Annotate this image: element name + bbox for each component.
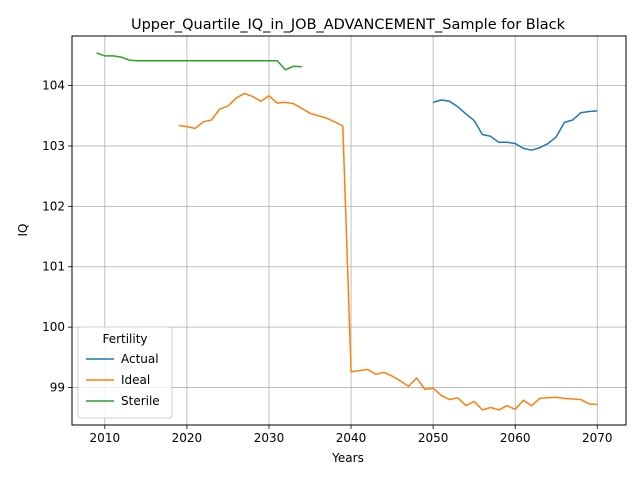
series-layer <box>96 52 598 411</box>
y-tick-label: 101 <box>42 260 65 274</box>
legend-label-sterile: Sterile <box>121 394 160 408</box>
series-line-actual <box>432 99 598 151</box>
x-tick-label: 2040 <box>336 431 367 445</box>
y-tick-label: 104 <box>42 79 65 93</box>
y-axis: 99 100 101 102 103 104 <box>42 79 72 395</box>
x-tick-label: 2010 <box>90 431 121 445</box>
y-axis-label: IQ <box>16 224 30 237</box>
x-tick-label: 2050 <box>418 431 449 445</box>
legend-label-ideal: Ideal <box>121 373 150 387</box>
y-tick-label: 100 <box>42 320 65 334</box>
x-tick-label: 2070 <box>582 431 613 445</box>
legend: Fertility Actual Ideal Sterile <box>77 326 173 419</box>
y-tick-label: 102 <box>42 199 65 213</box>
legend-box <box>77 326 173 419</box>
series-line-ideal <box>178 92 598 411</box>
x-axis-label: Years <box>331 451 364 465</box>
series-line-sterile <box>96 52 302 71</box>
x-tick-label: 2060 <box>500 431 531 445</box>
x-tick-label: 2030 <box>254 431 285 445</box>
y-tick-label: 103 <box>42 139 65 153</box>
x-tick-label: 2020 <box>172 431 203 445</box>
legend-title: Fertility <box>102 332 147 346</box>
chart-title: Upper_Quartile_IQ_in_JOB_ADVANCEMENT_Sam… <box>131 17 566 33</box>
legend-label-actual: Actual <box>121 352 159 366</box>
x-axis: 2010 2020 2030 2040 2050 2060 2070 <box>90 425 613 445</box>
plot-frame <box>71 35 627 426</box>
y-tick-label: 99 <box>50 381 65 395</box>
